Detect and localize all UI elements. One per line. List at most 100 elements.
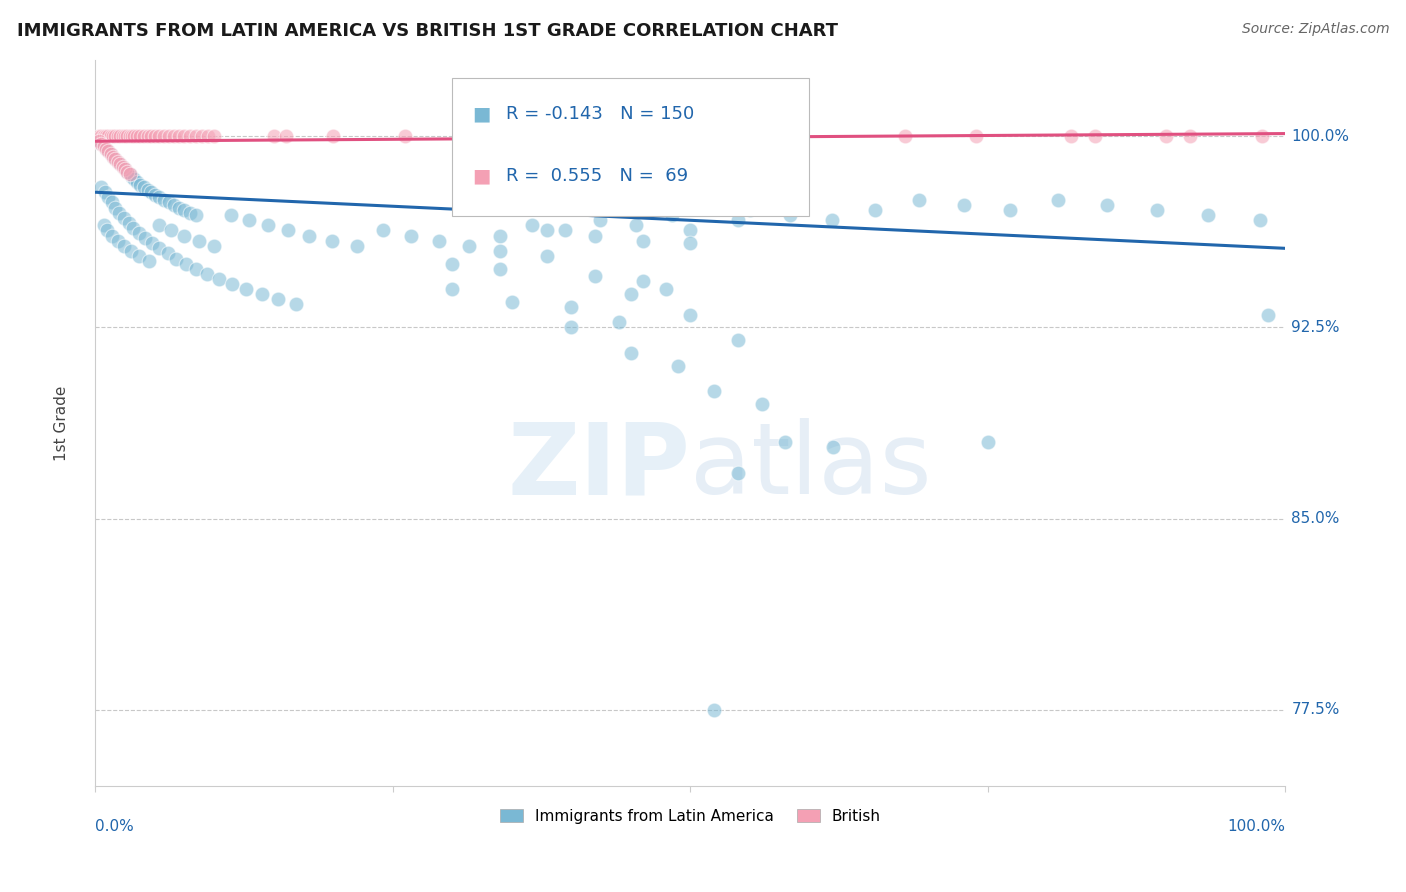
Point bbox=[108, 157, 131, 171]
Point bbox=[163, 129, 186, 144]
Text: 77.5%: 77.5% bbox=[1291, 703, 1340, 717]
Text: ■: ■ bbox=[472, 167, 491, 186]
Point bbox=[104, 201, 127, 215]
Point bbox=[620, 346, 643, 360]
Point bbox=[107, 154, 129, 169]
Point bbox=[94, 142, 117, 156]
Point bbox=[1250, 129, 1272, 144]
Point bbox=[117, 216, 139, 230]
Point bbox=[157, 129, 180, 144]
Point bbox=[322, 129, 344, 144]
Point bbox=[277, 223, 299, 237]
Point bbox=[489, 228, 512, 243]
Point bbox=[821, 213, 844, 227]
Point bbox=[256, 219, 278, 233]
Point bbox=[112, 211, 135, 225]
Point bbox=[219, 208, 242, 222]
Point bbox=[679, 129, 702, 144]
Point bbox=[536, 223, 558, 237]
Point bbox=[101, 228, 124, 243]
Point bbox=[238, 213, 260, 227]
Point bbox=[90, 180, 112, 194]
Point bbox=[100, 147, 122, 161]
Point bbox=[100, 147, 122, 161]
Point bbox=[620, 287, 643, 301]
Point bbox=[965, 129, 987, 144]
Point bbox=[489, 261, 512, 276]
Point bbox=[893, 129, 915, 144]
Point bbox=[1156, 129, 1178, 144]
Point bbox=[489, 244, 512, 258]
Point bbox=[143, 187, 166, 202]
Point bbox=[195, 267, 218, 281]
Point bbox=[179, 129, 201, 144]
Point bbox=[661, 208, 683, 222]
Point bbox=[655, 282, 678, 296]
Point bbox=[121, 129, 143, 144]
Point bbox=[104, 129, 127, 144]
Point bbox=[104, 152, 127, 166]
Point bbox=[118, 167, 141, 181]
Point bbox=[501, 294, 523, 309]
Legend: Immigrants from Latin America, British: Immigrants from Latin America, British bbox=[494, 803, 887, 830]
Point bbox=[298, 228, 321, 243]
Point bbox=[87, 134, 110, 148]
Point bbox=[97, 145, 120, 159]
Point bbox=[90, 136, 112, 151]
Point bbox=[583, 228, 606, 243]
Point bbox=[153, 129, 176, 144]
Point bbox=[93, 185, 115, 199]
Point bbox=[93, 219, 115, 233]
Point bbox=[399, 228, 422, 243]
Point bbox=[104, 152, 127, 166]
Point bbox=[138, 254, 160, 268]
Point bbox=[250, 287, 273, 301]
Point bbox=[129, 178, 152, 192]
Point bbox=[727, 466, 749, 480]
Point bbox=[738, 203, 761, 218]
Point bbox=[87, 134, 110, 148]
Point bbox=[267, 293, 290, 307]
Point bbox=[1047, 193, 1070, 207]
Point bbox=[321, 234, 343, 248]
Point bbox=[165, 252, 187, 266]
Point bbox=[118, 167, 141, 181]
Point bbox=[157, 195, 180, 210]
Point bbox=[1095, 198, 1118, 212]
Point bbox=[128, 226, 150, 240]
Text: R = -0.143   N = 150: R = -0.143 N = 150 bbox=[506, 105, 695, 123]
Point bbox=[179, 205, 201, 219]
Point bbox=[202, 129, 225, 144]
Point bbox=[596, 129, 619, 144]
Point bbox=[139, 129, 162, 144]
Point bbox=[101, 195, 124, 210]
Point bbox=[143, 129, 166, 144]
Point bbox=[173, 228, 195, 243]
Point bbox=[1249, 213, 1271, 227]
Point bbox=[953, 198, 976, 212]
Point bbox=[751, 129, 773, 144]
Point bbox=[93, 139, 115, 153]
Point bbox=[107, 129, 129, 144]
Point bbox=[699, 198, 721, 212]
Point bbox=[134, 231, 156, 245]
Point bbox=[174, 257, 197, 271]
Point bbox=[153, 193, 176, 207]
Point bbox=[108, 129, 131, 144]
FancyBboxPatch shape bbox=[453, 78, 810, 216]
Point bbox=[624, 219, 647, 233]
Point bbox=[520, 219, 543, 233]
Point bbox=[93, 129, 115, 144]
Point bbox=[554, 223, 576, 237]
Point bbox=[117, 129, 139, 144]
Point bbox=[607, 315, 630, 329]
Point bbox=[132, 180, 155, 194]
Point bbox=[114, 129, 136, 144]
Point bbox=[112, 239, 135, 253]
Point bbox=[907, 193, 929, 207]
Point bbox=[186, 208, 208, 222]
Point bbox=[221, 277, 243, 291]
Point bbox=[427, 234, 450, 248]
Point bbox=[727, 333, 749, 347]
Text: 85.0%: 85.0% bbox=[1291, 511, 1340, 526]
